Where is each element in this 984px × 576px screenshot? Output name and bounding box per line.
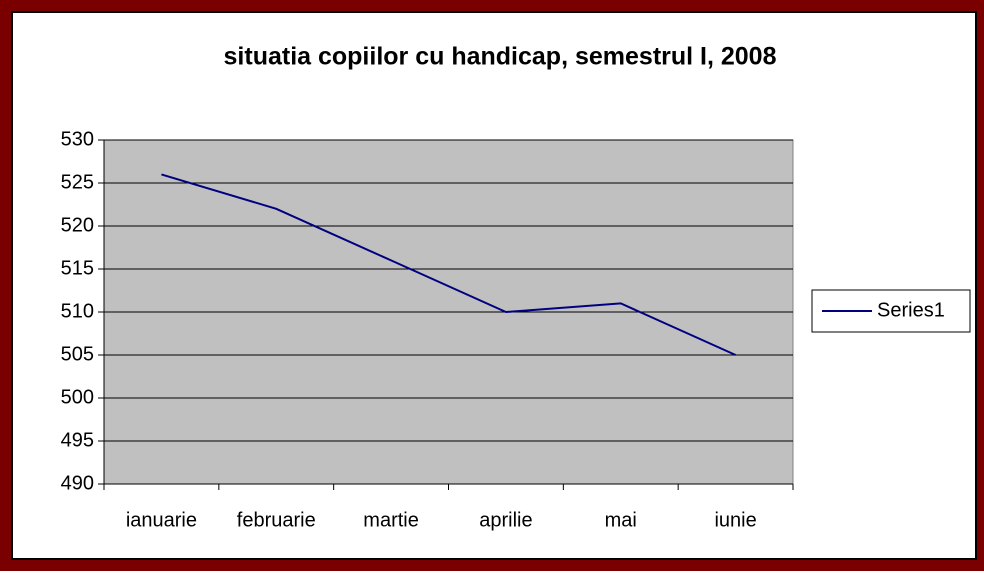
x-tick-label: aprilie (479, 509, 532, 531)
chart-title: situatia copiilor cu handicap, semestrul… (224, 43, 777, 71)
x-tick-label: martie (363, 509, 419, 531)
y-tick-label: 515 (61, 257, 94, 279)
y-tick-label: 490 (61, 472, 94, 494)
x-tick-label: februarie (237, 509, 316, 531)
line-series (161, 173, 736, 356)
legend-label: Series1 (877, 299, 945, 321)
y-tick-label: 525 (61, 171, 94, 193)
y-tick-label: 510 (61, 300, 94, 322)
y-tick-label: 500 (61, 386, 94, 408)
x-tick-label: iunie (714, 509, 756, 531)
x-tick-label: ianuarie (126, 509, 197, 531)
y-tick-label: 530 (61, 128, 94, 150)
x-tick-label: mai (605, 509, 637, 531)
y-tick-label: 495 (61, 429, 94, 451)
y-tick-label: 505 (61, 343, 94, 365)
y-tick-label: 520 (61, 214, 94, 236)
